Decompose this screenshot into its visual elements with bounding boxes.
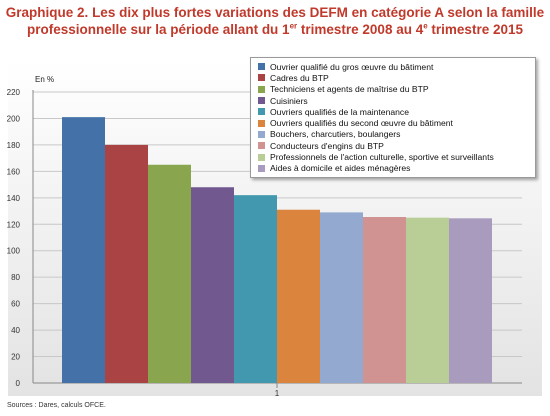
legend-label: Bouchers, charcutiers, boulangers	[270, 129, 401, 140]
bar	[105, 144, 148, 383]
y-tick-label: 60	[11, 300, 20, 309]
bar	[320, 212, 363, 383]
legend-label: Cuisiniers	[270, 95, 308, 106]
legend-item: Conducteurs d'engins du BTP	[251, 140, 535, 151]
x-tick-label: 1	[275, 389, 280, 398]
legend-item: Ouvriers qualifiés de la maintenance	[251, 106, 535, 117]
y-tick-label: 200	[7, 114, 21, 123]
title-line-1: Graphique 2. Les dix plus fortes variati…	[5, 5, 545, 20]
title-line-2-part-1: professionnelle sur la période allant du…	[27, 22, 290, 37]
title-superscript-1: er	[289, 21, 298, 31]
legend-swatch	[258, 130, 265, 138]
legend-swatch	[258, 74, 265, 82]
y-tick-label: 120	[7, 220, 21, 229]
legend-swatch	[258, 63, 265, 71]
legend-item: Cadres du BTP	[251, 72, 535, 83]
legend-item: Cuisiniers	[251, 95, 535, 106]
legend-label: Ouvriers qualifiés du second œuvre du bâ…	[270, 118, 453, 129]
y-tick-label: 140	[7, 194, 21, 203]
legend-label: Professionnels de l'action culturelle, s…	[270, 152, 494, 163]
y-tick-label: 160	[7, 167, 21, 176]
legend-item: Ouvriers qualifiés du second œuvre du bâ…	[251, 117, 535, 128]
bar	[62, 117, 105, 383]
y-tick-label: 220	[7, 88, 21, 97]
legend-item: Techniciens et agents de maîtrise du BTP	[251, 84, 535, 95]
legend-item: Professionnels de l'action culturelle, s…	[251, 151, 535, 162]
legend-label: Cadres du BTP	[270, 72, 329, 83]
bar	[148, 164, 191, 383]
legend-label: Conducteurs d'engins du BTP	[270, 140, 384, 151]
legend-label: Techniciens et agents de maîtrise du BTP	[270, 84, 429, 95]
y-tick-label: 100	[7, 247, 21, 256]
bar	[277, 209, 320, 383]
title-line-2-part-3: trimestre 2015	[427, 22, 523, 37]
bar	[406, 217, 449, 383]
bar	[191, 187, 234, 383]
bar	[363, 216, 406, 383]
legend-item: Ouvrier qualifié du gros œuvre du bâtime…	[251, 61, 535, 72]
legend-swatch	[258, 153, 265, 161]
legend-swatch	[258, 164, 265, 172]
legend-label: Aides à domicile et aides ménagères	[270, 163, 411, 174]
y-tick-label: 80	[11, 273, 20, 282]
legend-label: Ouvrier qualifié du gros œuvre du bâtime…	[270, 61, 434, 72]
y-axis-label: En %	[35, 75, 54, 84]
legend-swatch	[258, 119, 265, 127]
source-note: Sources : Dares, calculs OFCE.	[7, 402, 106, 409]
title-line-2: professionnelle sur la période allant du…	[0, 21, 550, 38]
title-superscript-2: e	[423, 21, 428, 31]
y-tick-label: 180	[7, 141, 21, 150]
legend-label: Ouvriers qualifiés de la maintenance	[270, 106, 410, 117]
bar	[449, 218, 492, 383]
legend-item: Bouchers, charcutiers, boulangers	[251, 129, 535, 140]
chart-title: Graphique 2. Les dix plus fortes variati…	[0, 4, 550, 38]
title-line-2-part-2: trimestre 2008 au 4	[297, 22, 424, 37]
legend-item: Aides à domicile et aides ménagères	[251, 163, 535, 174]
chart-legend: Ouvrier qualifié du gros œuvre du bâtime…	[250, 57, 536, 178]
y-tick-label: 20	[11, 353, 20, 362]
legend-swatch	[258, 108, 265, 116]
legend-swatch	[258, 85, 265, 93]
bar	[234, 195, 277, 383]
legend-swatch	[258, 97, 265, 105]
y-tick-label: 40	[11, 326, 20, 335]
y-tick-label: 0	[16, 379, 21, 388]
legend-swatch	[258, 142, 265, 150]
